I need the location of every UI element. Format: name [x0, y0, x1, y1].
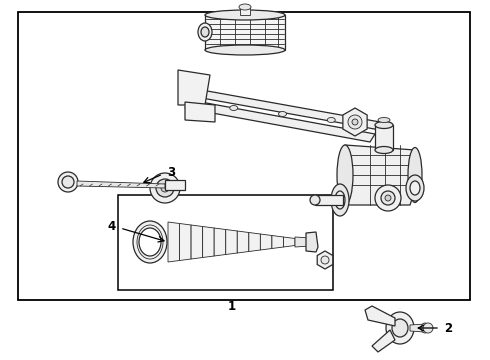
Polygon shape	[295, 237, 310, 247]
Ellipse shape	[201, 27, 209, 37]
Polygon shape	[340, 145, 415, 205]
Ellipse shape	[392, 319, 408, 337]
Polygon shape	[272, 235, 283, 248]
Ellipse shape	[278, 112, 287, 117]
Polygon shape	[306, 232, 318, 252]
Ellipse shape	[421, 323, 429, 333]
Ellipse shape	[378, 117, 390, 122]
Ellipse shape	[310, 195, 320, 205]
Circle shape	[156, 179, 174, 197]
Polygon shape	[203, 226, 214, 257]
Polygon shape	[283, 237, 295, 247]
Text: 4: 4	[108, 220, 116, 233]
Polygon shape	[214, 228, 226, 256]
Ellipse shape	[375, 122, 393, 129]
Polygon shape	[165, 180, 185, 190]
Polygon shape	[260, 234, 272, 250]
Polygon shape	[249, 233, 260, 252]
Polygon shape	[191, 225, 203, 259]
Ellipse shape	[205, 10, 285, 20]
Ellipse shape	[327, 117, 335, 122]
Ellipse shape	[198, 23, 212, 41]
Circle shape	[385, 195, 391, 201]
Text: 1: 1	[228, 300, 236, 312]
Polygon shape	[77, 181, 165, 188]
Polygon shape	[226, 230, 237, 255]
Polygon shape	[185, 100, 375, 142]
Ellipse shape	[205, 45, 285, 55]
Ellipse shape	[331, 184, 349, 216]
Bar	[375, 125, 393, 150]
Circle shape	[58, 172, 78, 192]
Ellipse shape	[337, 145, 353, 205]
Ellipse shape	[230, 105, 238, 111]
Polygon shape	[185, 102, 215, 122]
Polygon shape	[372, 330, 395, 352]
Ellipse shape	[321, 256, 329, 264]
Circle shape	[348, 115, 362, 129]
Ellipse shape	[239, 4, 251, 10]
Polygon shape	[317, 251, 333, 269]
Polygon shape	[168, 222, 179, 262]
Polygon shape	[237, 231, 249, 253]
Ellipse shape	[335, 191, 345, 209]
Ellipse shape	[410, 181, 420, 195]
Bar	[18, 12, 470, 300]
Circle shape	[62, 176, 74, 188]
Polygon shape	[365, 306, 395, 326]
Circle shape	[352, 119, 358, 125]
Bar	[240, 7, 250, 15]
Circle shape	[161, 184, 169, 192]
Ellipse shape	[406, 175, 424, 201]
Polygon shape	[410, 324, 426, 332]
Polygon shape	[179, 224, 191, 261]
Circle shape	[375, 185, 401, 211]
Ellipse shape	[408, 148, 422, 202]
Polygon shape	[185, 87, 380, 130]
Bar	[315, 195, 343, 205]
Ellipse shape	[386, 312, 414, 344]
Text: 3: 3	[167, 166, 175, 179]
Circle shape	[150, 173, 180, 203]
Polygon shape	[205, 15, 285, 50]
Polygon shape	[343, 108, 367, 136]
Polygon shape	[178, 70, 210, 105]
Circle shape	[381, 191, 395, 205]
Ellipse shape	[375, 147, 393, 153]
Text: 2: 2	[444, 321, 452, 334]
Bar	[118, 195, 333, 290]
Ellipse shape	[133, 221, 167, 263]
Circle shape	[423, 323, 433, 333]
Ellipse shape	[139, 228, 161, 256]
